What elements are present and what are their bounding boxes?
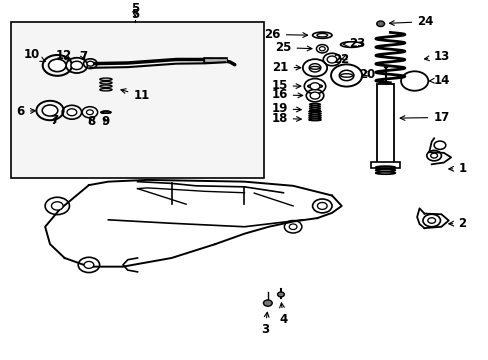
Text: 8: 8: [87, 116, 95, 129]
Circle shape: [317, 202, 326, 210]
Bar: [370, 162, 399, 168]
Bar: [376, 85, 393, 164]
Circle shape: [84, 261, 94, 269]
Text: 21: 21: [272, 60, 300, 74]
Circle shape: [339, 70, 353, 81]
Text: 7: 7: [50, 114, 58, 127]
Circle shape: [309, 92, 319, 99]
Text: 7: 7: [79, 50, 87, 63]
Text: 26: 26: [264, 28, 307, 41]
Text: 22: 22: [333, 53, 349, 66]
Text: 24: 24: [389, 15, 433, 28]
Text: 23: 23: [343, 37, 365, 50]
Text: 6: 6: [17, 105, 35, 118]
Circle shape: [430, 153, 437, 158]
Text: 18: 18: [271, 112, 301, 125]
Text: 20: 20: [358, 68, 374, 81]
Circle shape: [48, 59, 66, 72]
Text: 25: 25: [275, 41, 311, 54]
Text: 12: 12: [55, 49, 72, 62]
Text: 10: 10: [23, 48, 45, 62]
Circle shape: [288, 224, 296, 230]
Text: 3: 3: [260, 312, 268, 336]
Text: 5: 5: [131, 8, 139, 21]
Circle shape: [67, 109, 77, 116]
Circle shape: [51, 202, 63, 210]
Circle shape: [87, 61, 94, 66]
Circle shape: [263, 300, 272, 306]
Circle shape: [277, 292, 284, 297]
Text: 13: 13: [424, 50, 448, 63]
Circle shape: [427, 218, 435, 223]
Text: 16: 16: [271, 89, 302, 102]
Circle shape: [326, 56, 336, 63]
Circle shape: [308, 64, 320, 72]
Text: 17: 17: [399, 111, 448, 124]
Text: 19: 19: [271, 102, 301, 115]
Circle shape: [376, 21, 384, 27]
Text: 4: 4: [279, 303, 287, 326]
Circle shape: [71, 61, 82, 69]
Text: 9: 9: [102, 116, 110, 129]
Circle shape: [86, 110, 93, 115]
Circle shape: [309, 83, 319, 90]
Circle shape: [319, 47, 325, 51]
Circle shape: [42, 105, 58, 116]
Text: 11: 11: [121, 89, 149, 102]
Text: 15: 15: [271, 79, 300, 93]
Text: 14: 14: [428, 74, 448, 87]
Bar: [11, 22, 264, 178]
Text: 2: 2: [448, 217, 466, 230]
Text: 5: 5: [131, 2, 139, 15]
Text: 1: 1: [448, 162, 466, 175]
